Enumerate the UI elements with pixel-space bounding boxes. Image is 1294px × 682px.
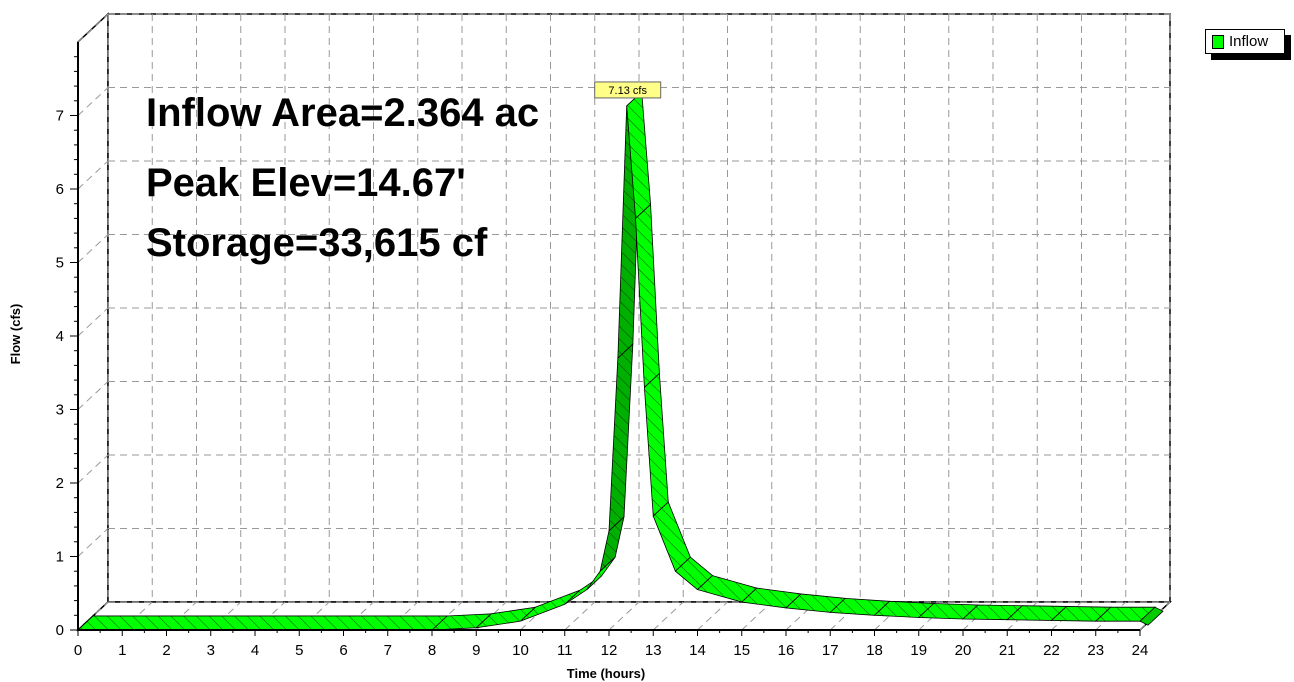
y-tick-label: 7 (56, 108, 64, 125)
annotation-peak-elev: Peak Elev=14.67' (146, 161, 466, 205)
inflow-base-strip (76, 615, 449, 631)
x-axis-title: Time (hours) (567, 666, 646, 681)
y-wall-gridline (77, 234, 109, 263)
peak-label-box (594, 81, 662, 99)
y-wall-gridline (77, 13, 109, 43)
legend: Inflow (1205, 29, 1285, 54)
y-tick-label: 0 (56, 622, 64, 639)
y-tick-label: 6 (56, 181, 64, 198)
x-tick-label: 22 (1043, 642, 1060, 659)
y-tick-label: 5 (56, 255, 64, 272)
x-tick-label: 18 (866, 642, 883, 659)
y-wall-gridline (77, 454, 109, 484)
peak-label: 7.13 cfs (608, 85, 647, 97)
x-tick-label: 14 (689, 642, 706, 659)
y-tick-label: 4 (56, 328, 64, 345)
x-tick-label: 4 (251, 642, 259, 659)
x-tick-label: 17 (822, 642, 839, 659)
annotations: Inflow Area=2.364 ac Peak Elev=14.67' St… (146, 91, 539, 265)
inflow-series: 7.13 cfs (76, 81, 1164, 631)
x-tick-label: 11 (557, 642, 573, 659)
x-floor-gridline (962, 601, 994, 631)
x-tick-label: 9 (472, 642, 480, 659)
y-wall-gridline (77, 87, 109, 116)
x-floor-gridline (1139, 601, 1171, 631)
x-tick-label: 23 (1087, 642, 1104, 659)
x-floor-gridline (697, 601, 728, 631)
x-tick-label: 24 (1132, 642, 1149, 659)
x-floor-gridline (608, 601, 640, 631)
annotation-storage: Storage=33,615 cf (146, 221, 488, 265)
y-tick-label: 2 (56, 475, 64, 492)
x-tick-label: 13 (645, 642, 662, 659)
legend-label-inflow: Inflow (1229, 33, 1269, 50)
left-wall (77, 12, 109, 632)
x-floor-gridline (918, 601, 950, 631)
x-tick-label: 10 (512, 642, 529, 659)
legend-swatch-inflow (1212, 34, 1224, 49)
y-axis-title: Flow (cfs) (8, 304, 23, 365)
x-floor-gridline (829, 601, 861, 631)
x-floor-gridline (785, 601, 817, 631)
x-floor-gridline (1006, 601, 1038, 631)
y-wall-gridline (77, 307, 109, 337)
x-tick-label: 16 (778, 642, 795, 659)
x-tick-label: 20 (955, 642, 972, 659)
x-tick-label: 19 (910, 642, 927, 659)
annotation-inflow-area: Inflow Area=2.364 ac (146, 91, 539, 135)
x-tick-label: 6 (339, 642, 347, 659)
y-wall-gridline (77, 160, 109, 190)
x-floor-gridline (564, 601, 596, 631)
x-tick-label: 21 (999, 642, 1016, 659)
x-tick-label: 3 (207, 642, 215, 659)
y-tick-label: 3 (56, 402, 64, 419)
x-floor-gridline (1095, 601, 1127, 631)
x-tick-label: 8 (428, 642, 436, 659)
x-floor-gridline (1051, 601, 1082, 631)
x-tick-label: 0 (74, 642, 82, 659)
y-wall-gridline (77, 528, 109, 557)
x-tick-label: 7 (384, 642, 392, 659)
x-floor-gridline (874, 601, 905, 631)
y-tick-label: 1 (56, 549, 64, 566)
x-tick-label: 2 (162, 642, 170, 659)
x-tick-label: 5 (295, 642, 303, 659)
inflow-ribbon-end (1139, 606, 1164, 626)
x-floor-gridline (652, 601, 684, 631)
x-floor-gridline (741, 601, 773, 631)
x-tick-label: 1 (118, 642, 126, 659)
x-floor-gridline (520, 601, 551, 631)
y-wall-gridline (77, 381, 109, 410)
x-tick-label: 12 (601, 642, 618, 659)
x-tick-label: 15 (733, 642, 750, 659)
